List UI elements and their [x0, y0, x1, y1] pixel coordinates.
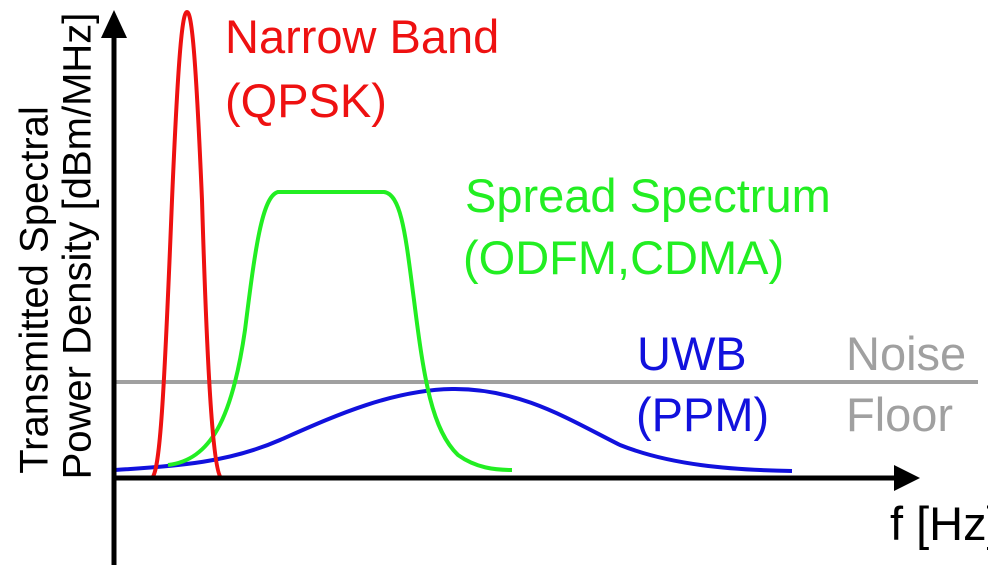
y-axis-label-group: Transmitted Spectral — [13, 106, 57, 474]
spread-spectrum-curve — [167, 190, 513, 472]
y-axis-label-line1: Transmitted Spectral — [13, 106, 57, 474]
uwb-label-line1: UWB — [637, 327, 747, 380]
narrow-band-curve — [150, 9, 223, 480]
narrow-band-label-line1: Narrow Band — [225, 10, 499, 63]
narrow-band-label-line2: (QPSK) — [225, 74, 387, 127]
x-axis-label: f [Hz] — [890, 497, 988, 550]
uwb-curve — [114, 386, 793, 473]
floor-label: Floor — [846, 388, 953, 441]
noise-label: Noise — [846, 327, 966, 380]
y-axis-label-line2: Power Density [dBm/MHz] — [56, 13, 100, 480]
spread-spectrum-label-line1: Spread Spectrum — [465, 169, 831, 222]
x-axis-arrowhead — [894, 465, 920, 491]
spread-spectrum-label-line2: (ODFM,CDMA) — [463, 231, 784, 284]
y-axis-arrowhead — [101, 10, 127, 38]
uwb-label-line2: (PPM) — [636, 388, 769, 441]
